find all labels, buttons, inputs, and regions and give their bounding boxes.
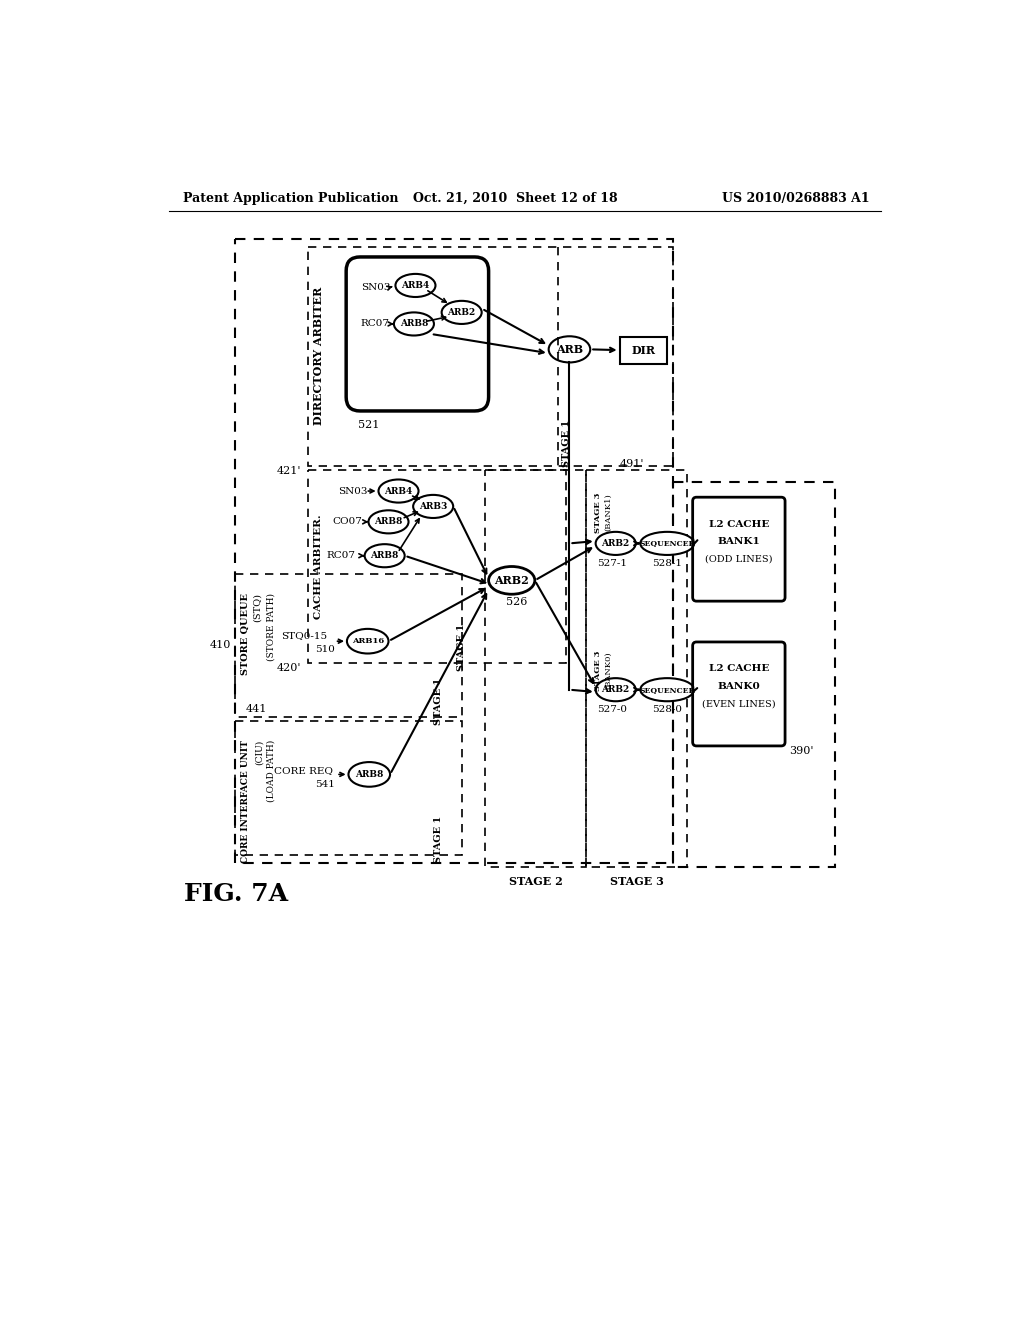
Text: BANK1: BANK1 bbox=[718, 537, 760, 546]
Text: DIR: DIR bbox=[632, 345, 655, 355]
Ellipse shape bbox=[549, 337, 590, 363]
Text: CORE INTERFACE UNIT: CORE INTERFACE UNIT bbox=[241, 739, 250, 863]
Text: CORE REQ: CORE REQ bbox=[274, 766, 333, 775]
Text: (STQ): (STQ) bbox=[253, 594, 262, 623]
Text: 390': 390' bbox=[788, 746, 813, 756]
Text: CACHE ARBITER.: CACHE ARBITER. bbox=[314, 515, 323, 619]
Text: (ODD LINES): (ODD LINES) bbox=[706, 554, 773, 564]
Text: L2 CACHE: L2 CACHE bbox=[709, 520, 769, 528]
Text: ARB8: ARB8 bbox=[371, 552, 398, 560]
Text: 528-1: 528-1 bbox=[652, 558, 682, 568]
Ellipse shape bbox=[347, 628, 388, 653]
Text: STAGE 3: STAGE 3 bbox=[594, 492, 602, 533]
Ellipse shape bbox=[640, 678, 694, 701]
Text: STAGE 1: STAGE 1 bbox=[457, 624, 466, 671]
Text: (EVEN LINES): (EVEN LINES) bbox=[702, 700, 775, 708]
Ellipse shape bbox=[640, 532, 694, 554]
Text: STQ0-15: STQ0-15 bbox=[281, 631, 327, 640]
Text: ARB8: ARB8 bbox=[375, 517, 402, 527]
Text: DIRECTORY ARBITER: DIRECTORY ARBITER bbox=[313, 288, 324, 425]
Text: 441: 441 bbox=[246, 705, 267, 714]
Text: RC07: RC07 bbox=[360, 319, 389, 329]
Text: STAGE 2: STAGE 2 bbox=[509, 876, 562, 887]
Text: 527-1: 527-1 bbox=[597, 558, 627, 568]
Text: L2 CACHE: L2 CACHE bbox=[709, 664, 769, 673]
Ellipse shape bbox=[369, 511, 409, 533]
Text: SEQUENCER: SEQUENCER bbox=[639, 685, 695, 694]
Text: ARB8: ARB8 bbox=[355, 770, 383, 779]
Text: ARB16: ARB16 bbox=[351, 638, 384, 645]
Text: (BANK0): (BANK0) bbox=[604, 652, 612, 689]
Ellipse shape bbox=[379, 479, 419, 503]
Text: RC07: RC07 bbox=[327, 552, 356, 560]
FancyBboxPatch shape bbox=[692, 498, 785, 601]
FancyBboxPatch shape bbox=[692, 642, 785, 746]
Text: (CIU): (CIU) bbox=[255, 739, 263, 766]
Text: STAGE 3: STAGE 3 bbox=[594, 651, 602, 690]
Text: 410: 410 bbox=[209, 640, 230, 649]
Ellipse shape bbox=[394, 313, 434, 335]
Text: ARB8: ARB8 bbox=[399, 319, 428, 329]
Text: FIG. 7A: FIG. 7A bbox=[184, 882, 289, 907]
Text: ARB2: ARB2 bbox=[447, 308, 476, 317]
Ellipse shape bbox=[365, 544, 404, 568]
Text: STAGE 1: STAGE 1 bbox=[434, 677, 443, 725]
Text: (BANK1): (BANK1) bbox=[604, 494, 612, 532]
Ellipse shape bbox=[441, 301, 481, 323]
Text: (STORE PATH): (STORE PATH) bbox=[266, 594, 275, 661]
Text: Patent Application Publication: Patent Application Publication bbox=[183, 191, 398, 205]
Text: 420': 420' bbox=[278, 663, 301, 673]
Text: STORE QUEUE: STORE QUEUE bbox=[241, 594, 250, 676]
Text: ARB: ARB bbox=[556, 345, 583, 355]
Text: 528-0: 528-0 bbox=[652, 705, 682, 714]
Ellipse shape bbox=[596, 532, 636, 554]
Ellipse shape bbox=[488, 566, 535, 594]
Text: ARB2: ARB2 bbox=[495, 576, 529, 586]
FancyBboxPatch shape bbox=[346, 257, 488, 411]
Text: US 2010/0268883 A1: US 2010/0268883 A1 bbox=[722, 191, 869, 205]
Ellipse shape bbox=[596, 678, 636, 701]
Ellipse shape bbox=[413, 495, 454, 517]
Text: ARB3: ARB3 bbox=[419, 502, 447, 511]
Text: ARB4: ARB4 bbox=[384, 487, 413, 495]
Text: 526: 526 bbox=[506, 598, 527, 607]
Text: 421': 421' bbox=[278, 466, 301, 477]
Text: 527-0: 527-0 bbox=[597, 705, 627, 714]
Text: ARB2: ARB2 bbox=[601, 539, 630, 548]
Polygon shape bbox=[620, 337, 668, 364]
Text: SN03: SN03 bbox=[339, 487, 368, 495]
Text: STAGE 3: STAGE 3 bbox=[609, 876, 664, 887]
Text: BANK0: BANK0 bbox=[718, 682, 760, 692]
Ellipse shape bbox=[348, 762, 390, 787]
Text: (LOAD PATH): (LOAD PATH) bbox=[267, 739, 276, 803]
Text: Oct. 21, 2010  Sheet 12 of 18: Oct. 21, 2010 Sheet 12 of 18 bbox=[414, 191, 617, 205]
Text: 491': 491' bbox=[620, 459, 644, 469]
Text: SN03: SN03 bbox=[361, 284, 391, 292]
Text: STAGE 1: STAGE 1 bbox=[434, 816, 443, 863]
Text: STAGE 1: STAGE 1 bbox=[562, 420, 570, 467]
Text: ARB2: ARB2 bbox=[601, 685, 630, 694]
Text: 541: 541 bbox=[314, 780, 335, 789]
Text: CO07: CO07 bbox=[333, 517, 362, 527]
Text: 521: 521 bbox=[357, 420, 379, 430]
Text: 510: 510 bbox=[314, 645, 335, 655]
Text: ARB4: ARB4 bbox=[401, 281, 430, 290]
Ellipse shape bbox=[395, 275, 435, 297]
Text: SEQUENCER: SEQUENCER bbox=[639, 540, 695, 548]
